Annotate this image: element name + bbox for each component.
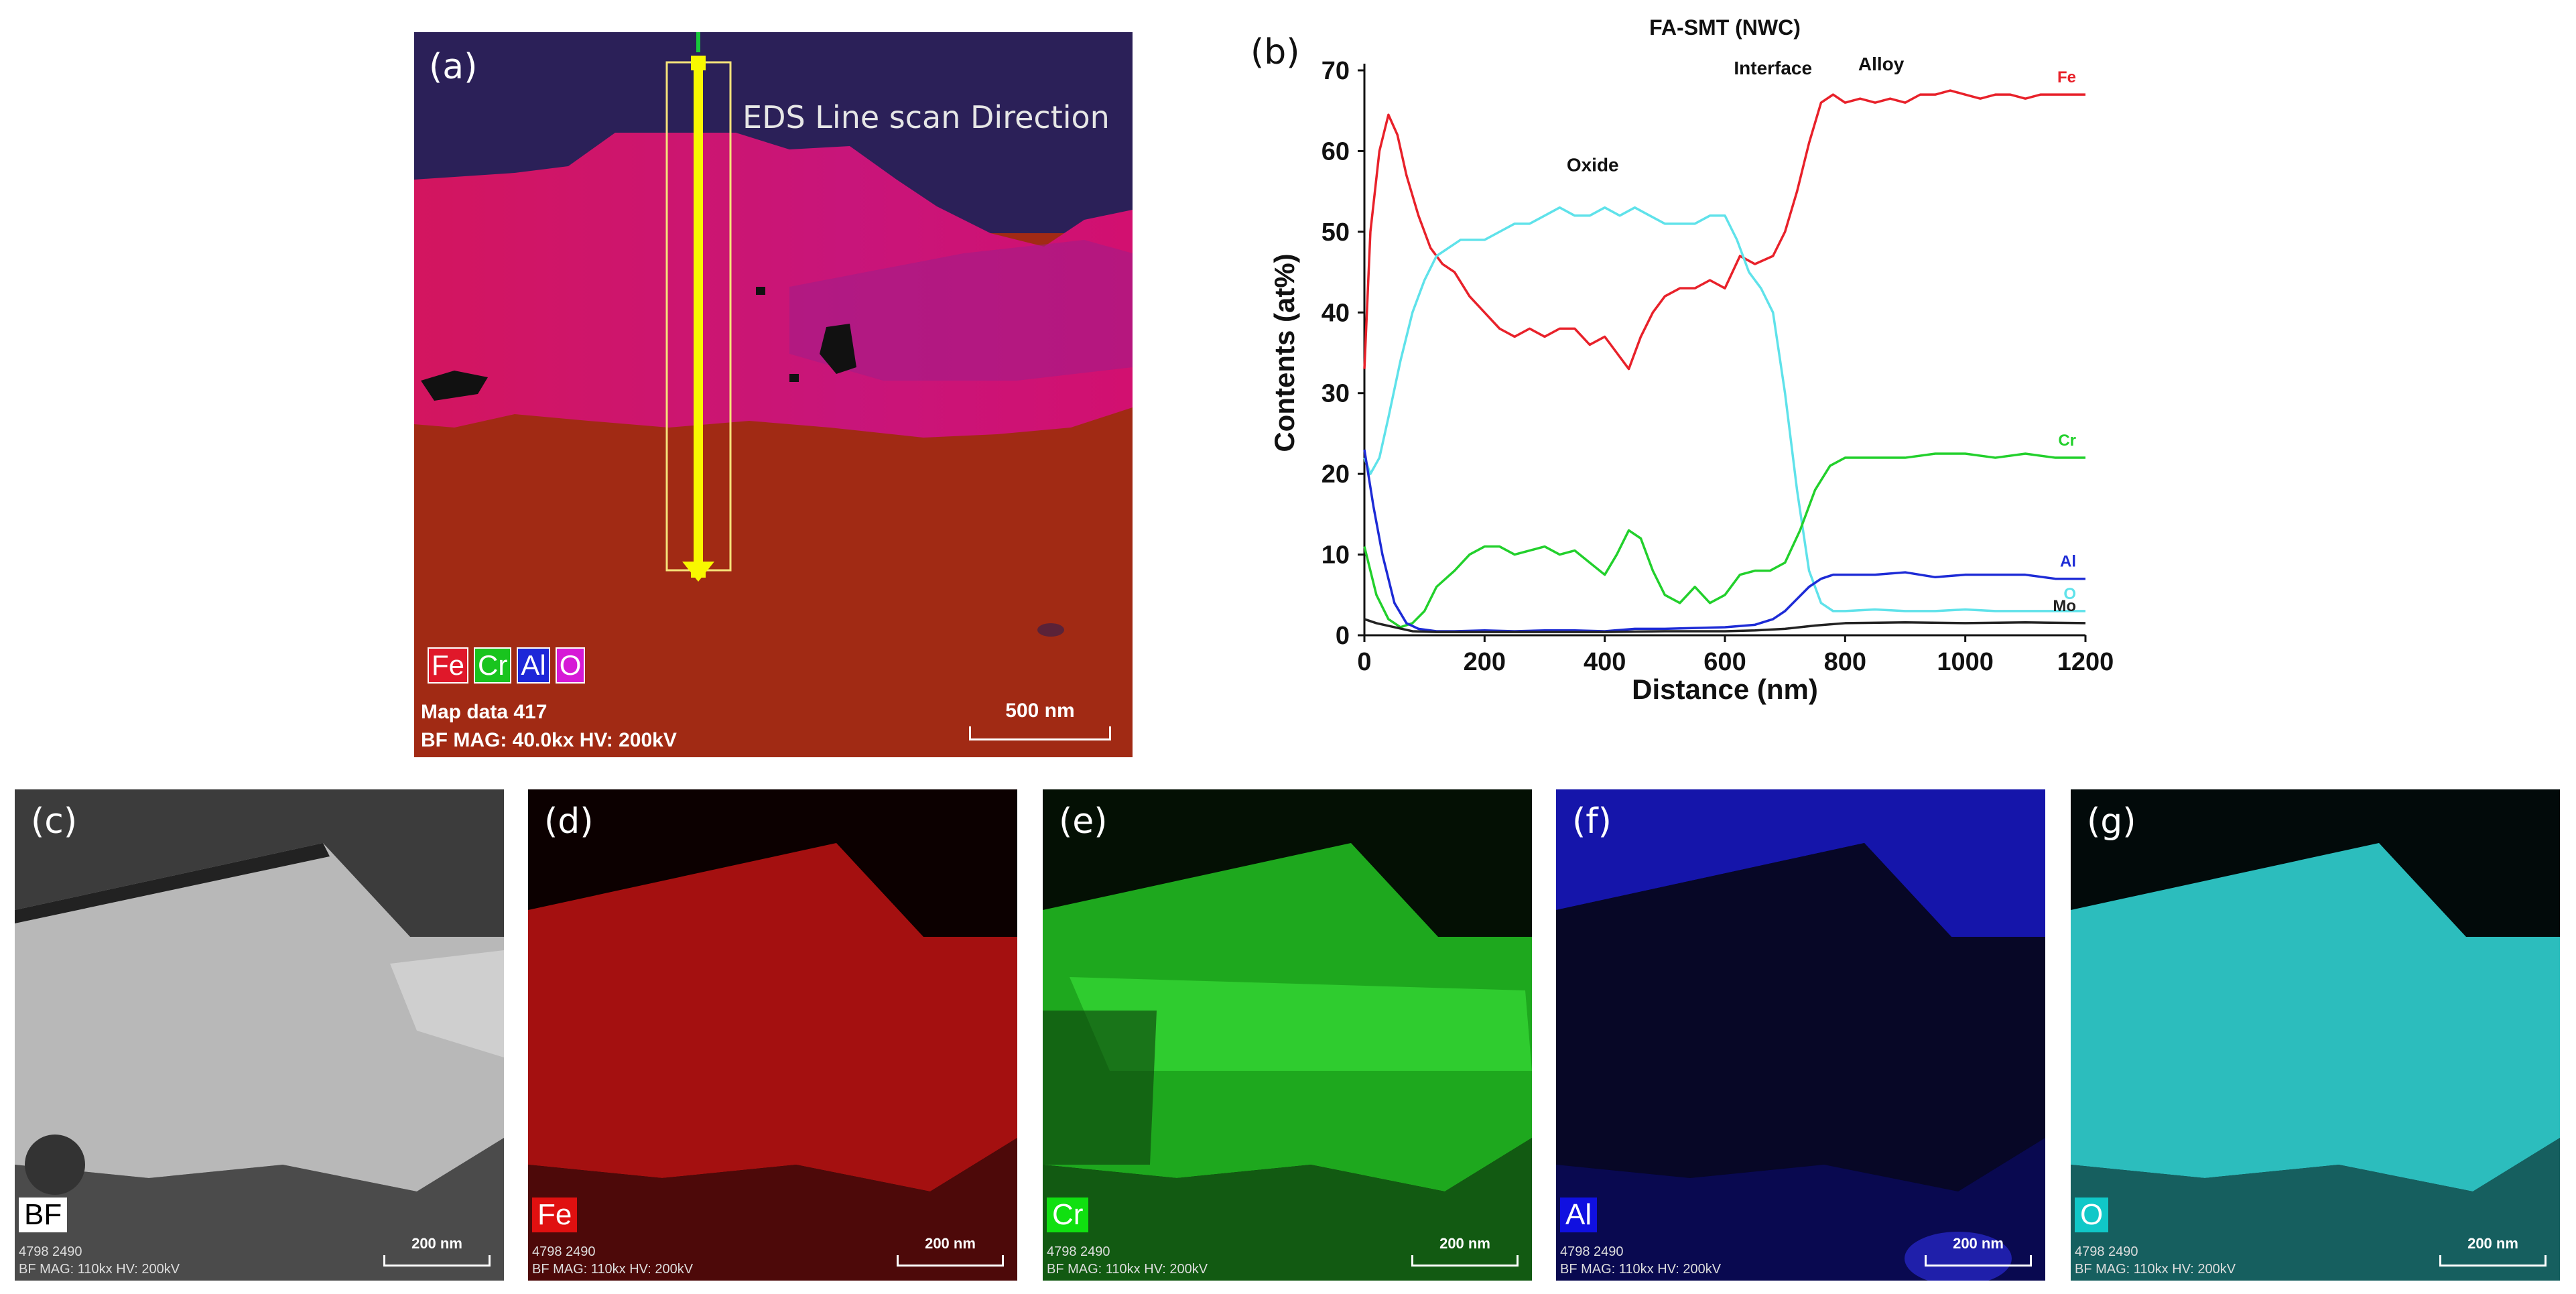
legend-al: Al — [517, 647, 550, 684]
map-acquisition-meta: BF MAG: 110kx HV: 200kV — [532, 1262, 694, 1277]
map-acquisition-meta: BF MAG: 110kx HV: 200kV — [19, 1262, 180, 1277]
x-tick-label: 1200 — [2057, 648, 2114, 676]
map-element-chip: Fe — [532, 1198, 578, 1232]
x-axis-label: Distance (nm) — [1632, 673, 1818, 705]
eds-composite-map — [414, 32, 1133, 757]
map-scale-bar: 200 nm — [2439, 1235, 2547, 1270]
elemental-map-panel-cr: (e) Cr 4798 2490 BF MAG: 110kx HV: 200kV… — [1043, 789, 1532, 1281]
y-tick-label: 30 — [1322, 380, 1350, 408]
elemental-map-panel-o: (g) O 4798 2490 BF MAG: 110kx HV: 200kV … — [2071, 789, 2560, 1281]
map-element-chip: BF — [19, 1198, 68, 1232]
y-axis-label: Contents (at%) — [1269, 253, 1300, 452]
series-line-o — [1363, 206, 2085, 612]
x-tick-label: 800 — [1824, 648, 1866, 676]
map-data-id: Map data 417 — [421, 701, 548, 723]
map-id: 4798 2490 — [1047, 1244, 1110, 1259]
annotation-interface: Interface — [1734, 58, 1812, 78]
acquisition-meta: BF MAG: 40.0kx HV: 200kV — [421, 729, 677, 751]
map-image — [1043, 789, 1532, 1281]
y-tick-label: 40 — [1322, 299, 1350, 327]
series-label-o: O — [2063, 585, 2076, 603]
map-scale-label: 200 nm — [411, 1235, 462, 1252]
annotation-oxide: Oxide — [1567, 155, 1619, 176]
y-tick-label: 0 — [1336, 622, 1350, 650]
map-scale-bar: 200 nm — [1925, 1235, 2032, 1270]
series-line-mo — [1364, 618, 2086, 633]
annotation-alloy: Alloy — [1858, 54, 1905, 74]
y-tick-label: 50 — [1322, 218, 1350, 247]
map-image — [2071, 789, 2560, 1281]
panel-b-label: (b) — [1250, 32, 1300, 72]
map-acquisition-meta: BF MAG: 110kx HV: 200kV — [1047, 1262, 1208, 1277]
x-tick-label: 0 — [1357, 648, 1371, 676]
legend-cr: Cr — [474, 647, 512, 684]
scale-bar-label: 500 nm — [1005, 700, 1075, 722]
legend-o: O — [555, 647, 586, 684]
map-id: 4798 2490 — [532, 1244, 596, 1259]
map-scale-label: 200 nm — [925, 1235, 976, 1252]
map-panel-label: (e) — [1059, 801, 1108, 842]
map-id: 4798 2490 — [19, 1244, 82, 1259]
y-tick-label: 70 — [1322, 57, 1350, 85]
map-scale-label: 200 nm — [1439, 1235, 1490, 1252]
x-tick-label: 1000 — [1937, 648, 1994, 676]
x-tick-label: 600 — [1703, 648, 1746, 676]
series-label-mo: Mo — [2053, 597, 2076, 615]
void — [421, 371, 488, 401]
series-label-al: Al — [2060, 553, 2076, 571]
map-acquisition-meta: BF MAG: 110kx HV: 200kV — [1560, 1262, 1722, 1277]
map-scale-label: 200 nm — [1953, 1235, 2004, 1252]
map-panel-label: (d) — [544, 801, 594, 842]
elemental-map-panel-bf: (c) BF 4798 2490 BF MAG: 110kx HV: 200kV… — [15, 789, 504, 1281]
series-line-al — [1363, 449, 2085, 633]
panel-b-line-profile: (b) FA-SMT (NWC) 0 200 400 600 800 1000 1200 0 10… — [1193, 0, 2171, 751]
map-element-chip: O — [2075, 1198, 2109, 1232]
map-id: 4798 2490 — [1560, 1244, 1624, 1259]
map-scale-bar: 200 nm — [1411, 1235, 1519, 1270]
map-id: 4798 2490 — [2075, 1244, 2138, 1259]
scale-bar: 500 nm — [969, 700, 1111, 740]
map-panel-label: (f) — [1572, 801, 1612, 842]
map-element-chip: Al — [1560, 1198, 1598, 1232]
series-label-cr: Cr — [2058, 432, 2076, 450]
map-scale-bar: 200 nm — [383, 1235, 491, 1270]
map-image — [528, 789, 1017, 1281]
y-tick-label: 20 — [1322, 460, 1350, 489]
series-line-cr — [1363, 452, 2085, 629]
x-tick-label: 200 — [1464, 648, 1506, 676]
line-profile-chart: FA-SMT (NWC) 0 200 400 600 800 1000 1200 0 10 20 30… — [1269, 15, 2114, 705]
legend-fe: Fe — [428, 647, 469, 684]
map-acquisition-meta: BF MAG: 110kx HV: 200kV — [2075, 1262, 2236, 1277]
line-scan-direction-label: EDS Line scan Direction — [743, 99, 1110, 135]
x-tick-label: 400 — [1584, 648, 1626, 676]
element-legend: Fe Cr Al O — [428, 647, 586, 684]
void — [820, 324, 856, 374]
y-tick-label: 10 — [1322, 541, 1350, 570]
panel-a-eds-map: (a) EDS Line scan Direction Fe Cr Al O M… — [414, 32, 1133, 757]
elemental-map-panel-al: (f) Al 4798 2490 BF MAG: 110kx HV: 200kV… — [1556, 789, 2045, 1281]
map-image — [15, 789, 504, 1281]
map-panel-label: (g) — [2087, 801, 2136, 842]
y-tick-label: 60 — [1322, 137, 1350, 166]
map-panel-label: (c) — [31, 801, 78, 842]
map-scale-label: 200 nm — [2467, 1235, 2518, 1252]
series-label-fe: Fe — [2057, 68, 2076, 86]
panel-a-label: (a) — [429, 47, 478, 87]
map-image — [1556, 789, 2045, 1281]
series-line-fe — [1363, 89, 2085, 371]
map-element-chip: Cr — [1047, 1198, 1089, 1232]
chart-title: FA-SMT (NWC) — [1649, 15, 1801, 40]
elemental-map-panel-fe: (d) Fe 4798 2490 BF MAG: 110kx HV: 200kV… — [528, 789, 1017, 1281]
map-scale-bar: 200 nm — [897, 1235, 1004, 1270]
